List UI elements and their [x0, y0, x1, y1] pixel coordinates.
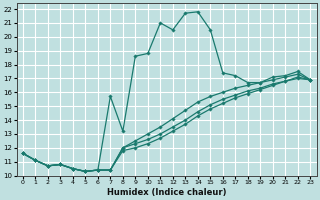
X-axis label: Humidex (Indice chaleur): Humidex (Indice chaleur) [107, 188, 226, 197]
